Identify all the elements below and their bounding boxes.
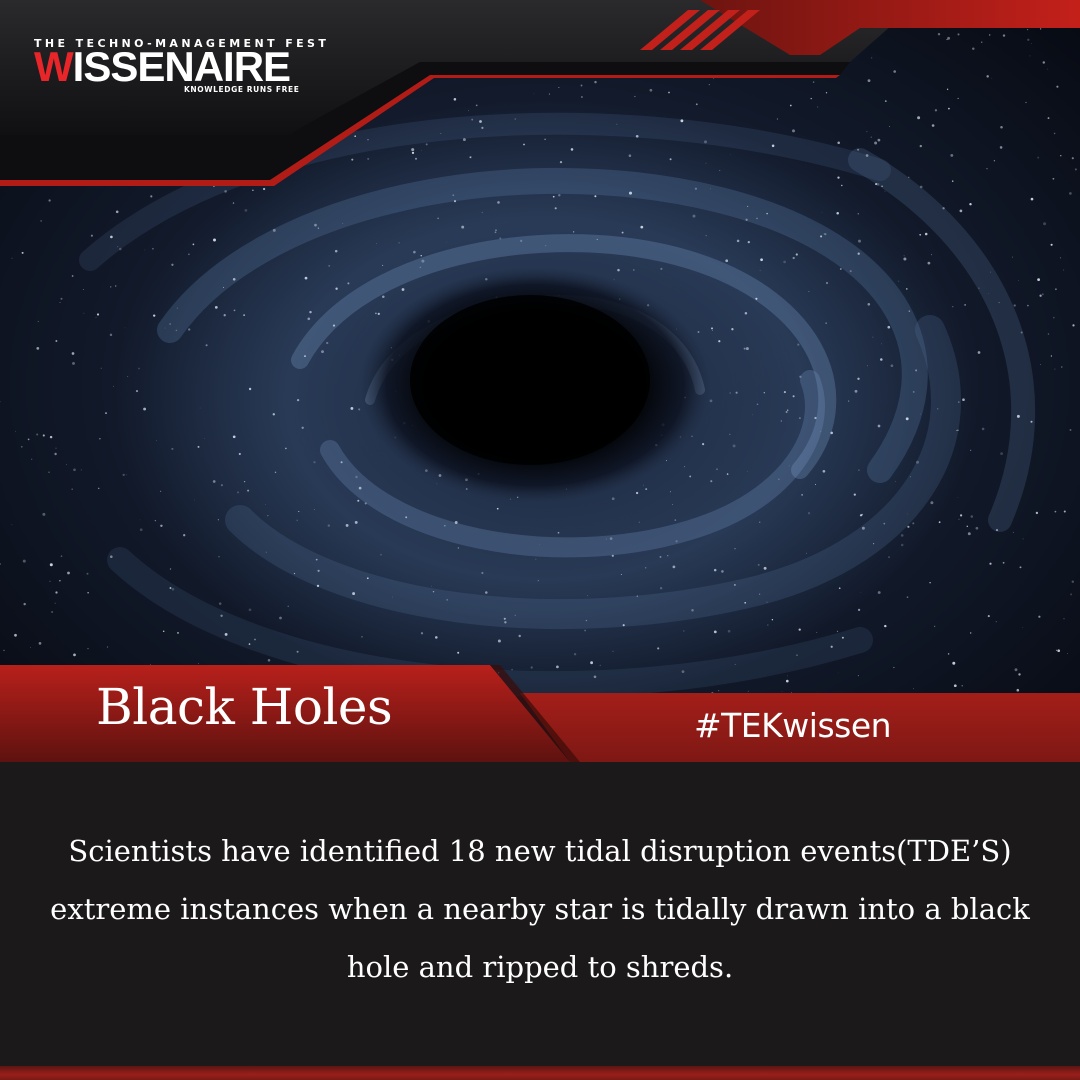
post-body: Scientists have identified 18 new tidal …: [50, 834, 1030, 984]
logo-tagline-top: THE TECHNO-MANAGEMENT FEST: [34, 37, 330, 50]
title-bar: [0, 665, 1080, 775]
black-hole-image: [0, 0, 1080, 770]
logo-text: ISSENAIRE: [72, 43, 291, 90]
bottom-accent-strip: [0, 1066, 1080, 1080]
logo-wordmark: WISSENAIRE: [34, 43, 291, 90]
hashtag: #TEKwissen: [694, 706, 892, 745]
logo-initial: W: [34, 43, 74, 90]
logo-tagline-bottom: KNOWLEDGE RUNS FREE: [184, 85, 300, 94]
header-banner: [0, 0, 1080, 186]
post-title: Black Holes: [96, 678, 393, 736]
